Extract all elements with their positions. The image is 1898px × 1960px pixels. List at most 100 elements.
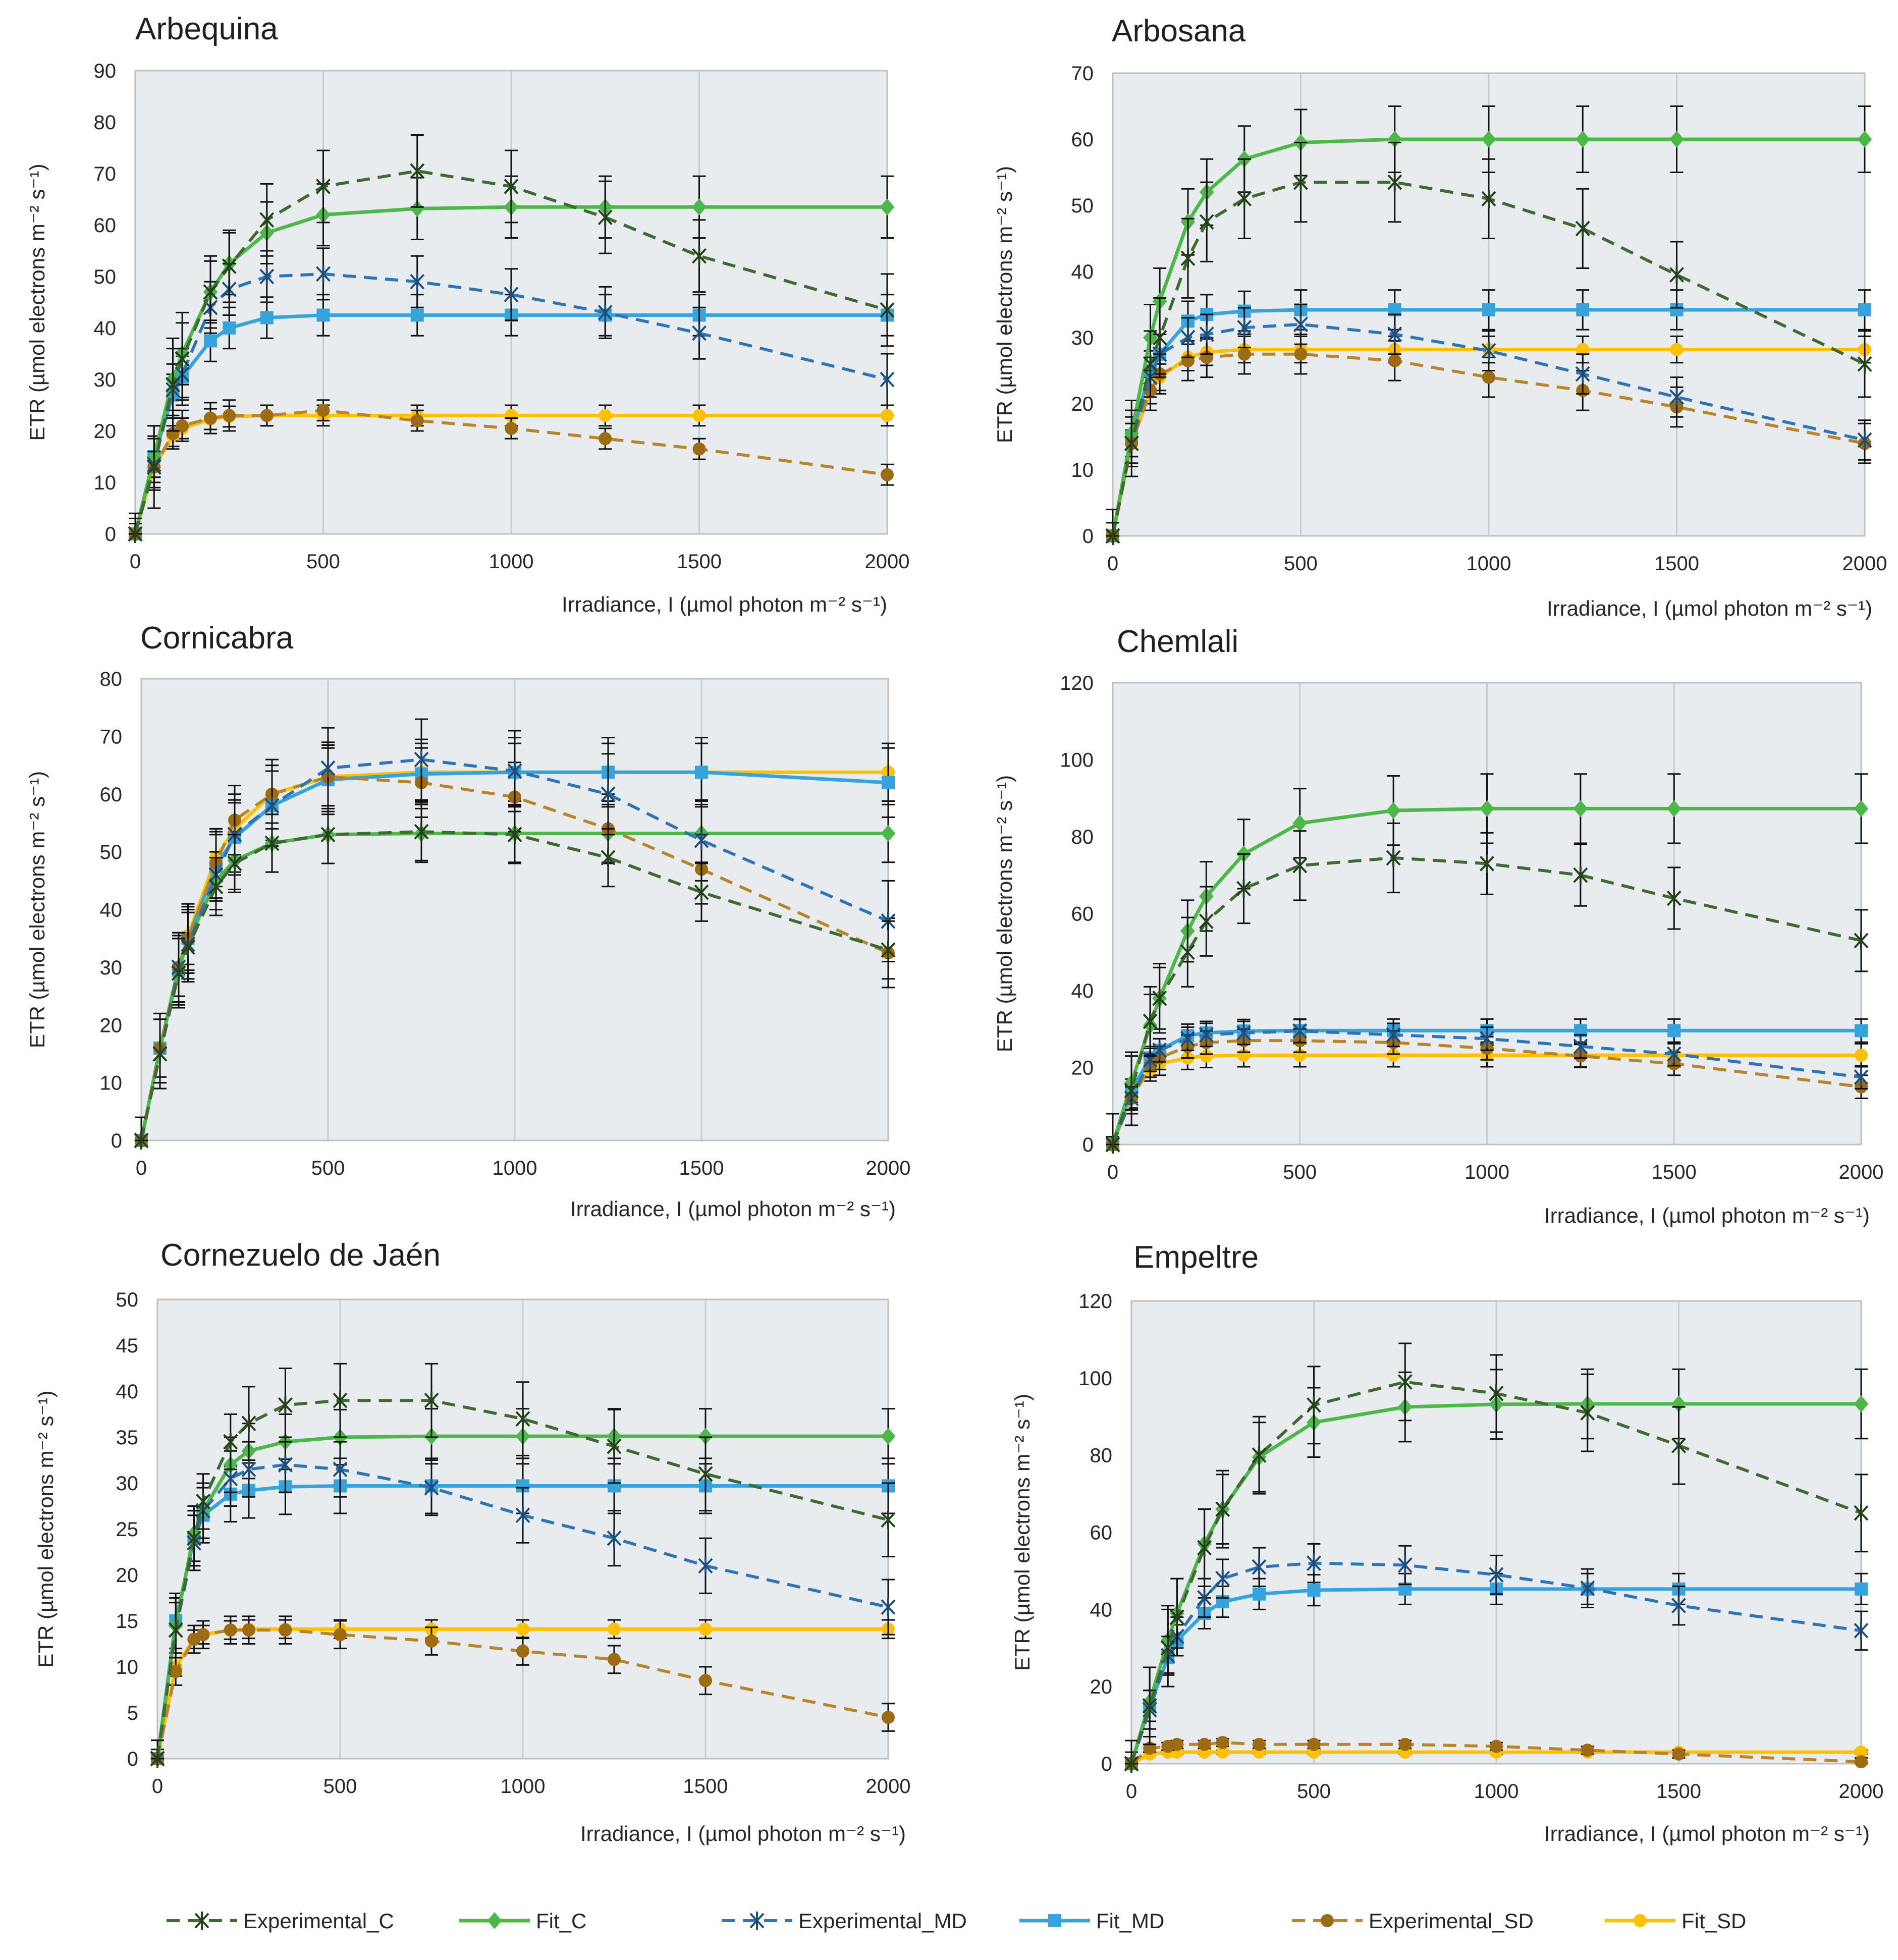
y-axis-label: ETR (µmol electrons m⁻² s⁻¹) (993, 166, 1016, 443)
y-tick-label: 100 (1060, 749, 1094, 772)
data-point (1180, 1029, 1195, 1048)
data-point (1576, 343, 1590, 356)
data-point (598, 303, 613, 322)
data-point (607, 1437, 622, 1456)
data-point (1307, 1737, 1321, 1751)
data-point (1307, 1584, 1321, 1597)
data-point (1197, 1589, 1212, 1607)
series-experimental-c (150, 1363, 896, 1768)
data-point (316, 264, 331, 283)
data-point (196, 1628, 210, 1642)
x-tick-label: 500 (323, 1775, 357, 1798)
data-point (424, 1479, 439, 1497)
chart-panel: 0 10 20 30 40 50 60 70 80 90 0 500 1000 1500 2000 Arbeq… (25, 12, 909, 616)
y-tick-label: 60 (1071, 129, 1094, 151)
data-point (146, 458, 161, 476)
data-point (1858, 303, 1871, 316)
data-point (692, 198, 707, 216)
data-point (424, 1391, 439, 1410)
data-point (880, 198, 895, 216)
data-point (1671, 1395, 1686, 1412)
y-tick-label: 20 (1071, 1057, 1094, 1079)
x-tick-label: 500 (311, 1157, 345, 1179)
data-point (1200, 1049, 1213, 1063)
x-tick-label: 1000 (493, 1157, 537, 1179)
y-tick-label: 50 (94, 266, 117, 288)
series-experimental-c (1105, 142, 1872, 545)
data-point (881, 1428, 896, 1445)
y-tick-label: 0 (1082, 525, 1094, 548)
data-point (1253, 1737, 1266, 1751)
y-tick-label: 30 (94, 369, 117, 391)
data-point (1142, 1697, 1157, 1715)
y-tick-label: 30 (116, 1473, 139, 1495)
x-tick-label: 1500 (677, 551, 722, 573)
data-point (881, 1598, 896, 1616)
x-tick-label: 500 (1297, 1780, 1331, 1803)
data-point (881, 941, 896, 959)
data-point (1237, 347, 1251, 361)
data-point (516, 1622, 529, 1636)
y-tick-label: 0 (127, 1748, 138, 1770)
data-point (169, 1665, 183, 1678)
x-axis-label: Irradiance, I (µmol photon m⁻² s⁻¹) (570, 1197, 896, 1221)
y-tick-label: 0 (1101, 1753, 1112, 1775)
x-tick-label: 1500 (1652, 1161, 1697, 1183)
x-tick-label: 0 (130, 551, 141, 573)
data-point (227, 854, 242, 873)
x-tick-label: 1500 (679, 1157, 724, 1179)
data-point (882, 776, 895, 789)
x-tick-label: 2000 (866, 1157, 911, 1179)
data-point (260, 409, 274, 422)
x-tick-label: 1000 (489, 551, 534, 573)
x-tick-label: 2000 (865, 551, 910, 573)
y-tick-label: 120 (1078, 1290, 1112, 1313)
data-point (699, 1622, 712, 1636)
x-tick-label: 0 (152, 1775, 163, 1798)
data-point (1575, 365, 1590, 384)
data-point (692, 324, 707, 343)
data-point (181, 938, 195, 956)
data-point (410, 200, 425, 217)
x-tick-label: 1500 (1656, 1780, 1701, 1803)
chart-title: Chemlali (1117, 624, 1238, 659)
data-point (1575, 219, 1590, 238)
data-point (1152, 1041, 1167, 1060)
data-point (208, 877, 224, 896)
x-tick-label: 500 (1284, 553, 1318, 575)
data-point (333, 1460, 348, 1479)
data-point (1180, 329, 1196, 347)
data-point (1398, 1737, 1412, 1751)
y-axis-label: ETR (µmol electrons m⁻² s⁻¹) (25, 771, 49, 1048)
data-point (880, 370, 895, 389)
data-point (1293, 315, 1308, 334)
legend: Experimental_C Fit_C Experimental_MD Fit_MD… (167, 1909, 1746, 1933)
y-tick-label: 35 (116, 1427, 139, 1449)
x-axis-label: Irradiance, I (µmol photon m⁻² s⁻¹) (1544, 1822, 1870, 1845)
data-point (223, 409, 236, 422)
data-point (1152, 329, 1167, 347)
data-point (425, 1635, 438, 1648)
y-tick-label: 70 (100, 726, 123, 748)
legend-label: Experimental_C (243, 1909, 394, 1933)
data-point (1490, 1739, 1503, 1753)
data-point (692, 247, 707, 265)
x-tick-label: 500 (1283, 1161, 1317, 1183)
data-point (320, 759, 336, 778)
y-tick-label: 80 (100, 668, 123, 690)
data-point (1580, 1579, 1595, 1598)
data-point (278, 1455, 293, 1474)
data-point (279, 1623, 292, 1637)
data-point (1237, 189, 1252, 208)
x-tick-label: 0 (136, 1157, 147, 1179)
data-point (515, 1409, 530, 1428)
data-point (1672, 1747, 1686, 1761)
data-point (333, 1391, 348, 1410)
chart-title: Cornezuelo de Jaén (160, 1238, 441, 1273)
series-experimental-c (134, 802, 896, 1150)
legend-swatch-marker (487, 1912, 502, 1929)
data-point (1489, 1565, 1504, 1584)
data-point (264, 834, 280, 852)
data-point (1669, 131, 1684, 148)
